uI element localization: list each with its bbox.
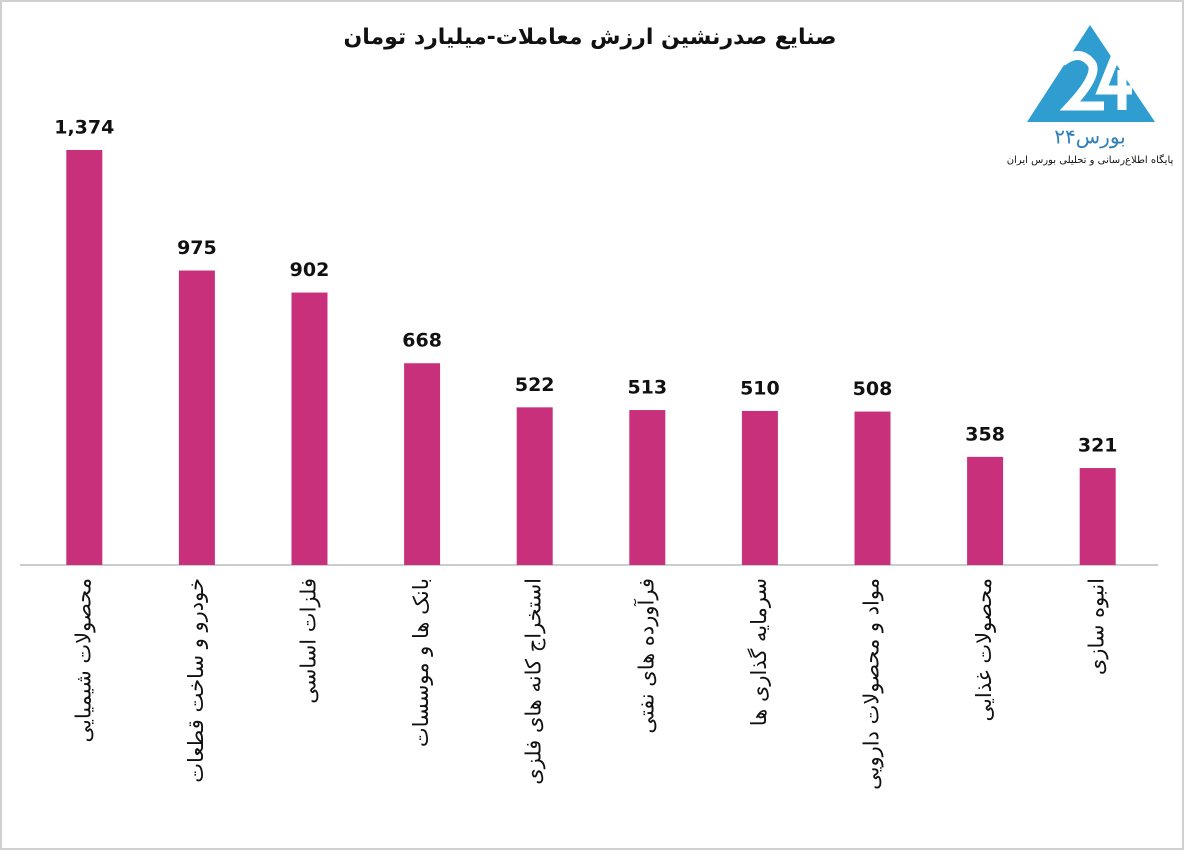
value-label: 522 <box>515 374 555 396</box>
bar <box>178 270 215 565</box>
bar <box>629 410 666 565</box>
value-label: 358 <box>965 423 1005 445</box>
x-tick-label: محصولات غذایی <box>972 578 996 721</box>
bar <box>854 411 891 565</box>
x-tick-label: خودرو و ساخت قطعات <box>184 578 208 783</box>
value-label: 513 <box>627 377 667 399</box>
x-tick-label: فلزات اساسی <box>297 578 321 704</box>
value-label: 321 <box>1078 435 1118 457</box>
x-tick-label: سرمایه گذاری ها <box>747 578 771 726</box>
value-label: 902 <box>290 259 330 281</box>
bar <box>1079 468 1116 565</box>
x-tick-label: استخراج کانه های فلزی <box>522 578 547 785</box>
value-label: 508 <box>853 378 893 400</box>
value-label: 668 <box>402 330 442 352</box>
value-label: 1,374 <box>54 117 114 139</box>
bar <box>741 410 778 565</box>
value-label: 975 <box>177 237 217 259</box>
x-tick-label: محصولات شیمیایی <box>71 578 95 742</box>
x-tick-label: انبوه سازی <box>1085 578 1109 675</box>
logo-tagline: پایگاه اطلاع‌رسانی و تحلیلی بورس ایران <box>1007 154 1174 166</box>
x-tick-label: مواد و محصولات دارویی <box>860 578 884 790</box>
logo-name: بورس۲۴ <box>1054 125 1125 149</box>
bar <box>404 363 441 565</box>
x-tick-label: بانک ها و موسسات <box>409 578 433 747</box>
bar <box>66 150 103 565</box>
logo: بورس۲۴ پایگاه اطلاع‌رسانی و تحلیلی بورس … <box>1007 25 1174 166</box>
x-tick-label: فرآورده های نفتی <box>633 578 658 734</box>
logo-digits <box>1059 48 1132 111</box>
bar <box>291 292 328 565</box>
bar <box>516 407 553 565</box>
bar <box>967 456 1004 565</box>
value-label: 510 <box>740 377 780 399</box>
chart-title: صنایع صدرنشین ارزش معاملات-میلیارد تومان <box>343 25 836 50</box>
